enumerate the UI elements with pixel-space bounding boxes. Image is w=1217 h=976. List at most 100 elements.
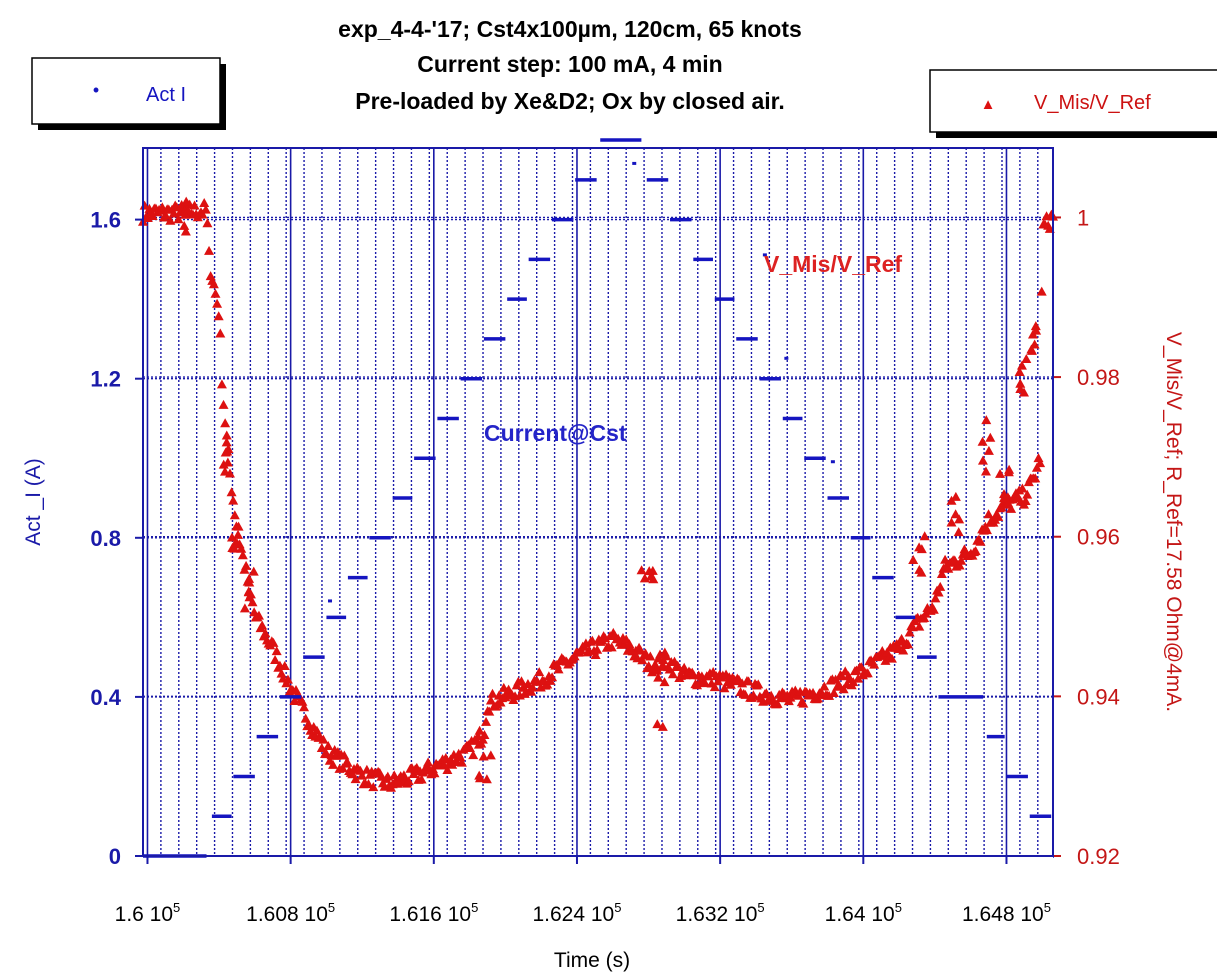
ratio-point [260, 628, 271, 638]
current-point [762, 253, 767, 257]
ratio-point [247, 597, 258, 607]
ratio-point [743, 676, 754, 686]
x-axis-ticks: 1.6 105 1.608 105 1.616 105 1.624 105 1.632 … [115, 856, 1051, 926]
chart-title-line-2: Current step: 100 mA, 4 min [417, 51, 722, 77]
ratio-point [180, 226, 191, 236]
ratio-point [227, 532, 238, 542]
ratio-point [210, 288, 221, 298]
ratio-point [1003, 467, 1014, 477]
ratio-point [474, 725, 485, 735]
ratio-point [299, 702, 310, 712]
ratio-point [659, 677, 670, 687]
x-tick-exponent: 5 [328, 900, 335, 915]
ratio-point [180, 209, 191, 219]
ratio-point [350, 774, 361, 784]
ratio-point [408, 769, 419, 779]
ratio-point [248, 566, 259, 576]
annotation-ratio: V_Mis/V_Ref [764, 251, 902, 277]
ratio-point [1021, 353, 1032, 363]
ratio-point [748, 690, 759, 700]
ratio-point [914, 564, 925, 574]
ratio-point [590, 650, 601, 660]
ratio-point [478, 751, 489, 761]
ratio-point [983, 445, 994, 455]
ratio-point [244, 592, 255, 602]
ratio-point [173, 214, 184, 224]
ratio-point [241, 560, 252, 570]
ratio-point [1003, 498, 1014, 508]
left-axis-ticks: 0 0.4 0.8 1.2 1.6 [90, 208, 143, 869]
ratio-point [181, 196, 192, 206]
ratio-point [208, 279, 219, 289]
ratio-point [1033, 453, 1044, 463]
current-point [328, 599, 333, 603]
ratio-point [645, 651, 656, 661]
ratio-point [640, 648, 651, 658]
ratio-point [812, 693, 823, 703]
left-tick-label: 1.2 [90, 367, 121, 392]
ratio-point [772, 698, 783, 708]
ratio-point [228, 495, 239, 505]
left-tick-label: 0.4 [90, 685, 121, 710]
legend-left: • Act I [31, 57, 226, 130]
ratio-point [719, 683, 730, 693]
ratio-point [1036, 286, 1047, 296]
chart-title-line-3: Pre-loaded by Xe&D2; Ox by closed air. [355, 88, 785, 114]
current-point [632, 161, 637, 165]
ratio-point [977, 455, 988, 465]
y-axis-right-label: V_Mis/V_Ref; R_Ref=17.58 Ohm@4mA. [1162, 332, 1185, 712]
ratio-point [233, 529, 244, 539]
ratio-point [1015, 378, 1026, 388]
ratio-point [1030, 321, 1041, 331]
x-tick-label: 1.648 105 [962, 900, 1051, 926]
ratio-point [485, 750, 496, 760]
ratio-point [919, 531, 930, 541]
ratio-point [1014, 366, 1025, 376]
ratio-point [1020, 496, 1031, 506]
ratio-point [950, 509, 961, 519]
x-axis-label: Time (s) [554, 949, 630, 972]
legend-right: ▲ V_Mis/V_Ref [929, 69, 1217, 138]
ratio-point [940, 554, 951, 564]
ratio-point [653, 672, 664, 682]
ratio-point [474, 773, 485, 783]
ratio-point [455, 752, 466, 762]
ratio-point [534, 667, 545, 677]
gridlines [143, 148, 1053, 857]
ratio-point [828, 688, 839, 698]
ratio-point [956, 555, 967, 565]
x-tick-label: 1.624 105 [532, 900, 621, 926]
right-tick-label: 0.96 [1077, 525, 1120, 550]
ratio-point [339, 750, 350, 760]
ratio-point [977, 436, 988, 446]
ratio-point [753, 679, 764, 689]
ratio-point [527, 682, 538, 692]
ratio-point [983, 509, 994, 519]
series-act-i [143, 138, 1054, 858]
ratio-point [147, 210, 158, 220]
ratio-point [928, 604, 939, 614]
x-tick-exponent: 5 [614, 900, 621, 915]
ratio-point [808, 687, 819, 697]
ratio-point [243, 587, 254, 597]
ratio-point [416, 774, 427, 784]
ratio-point [213, 311, 224, 321]
ratio-point [981, 525, 992, 535]
ratio-point [300, 713, 311, 723]
ratio-point [363, 779, 374, 789]
ratio-point [233, 521, 244, 531]
x-tick-label: 1.616 105 [389, 900, 478, 926]
ratio-point [651, 663, 662, 673]
ratio-point [1030, 473, 1041, 483]
ratio-point [624, 639, 635, 649]
legend-left-label: Act I [146, 84, 186, 106]
x-tick-exponent: 5 [471, 900, 478, 915]
ratio-point [636, 565, 647, 575]
ratio-point [479, 729, 490, 739]
ratio-point [848, 677, 859, 687]
ratio-point [700, 678, 711, 688]
ratio-point [547, 672, 558, 682]
ratio-point [837, 671, 848, 681]
right-tick-label: 1 [1077, 205, 1089, 230]
ratio-point [725, 679, 736, 689]
